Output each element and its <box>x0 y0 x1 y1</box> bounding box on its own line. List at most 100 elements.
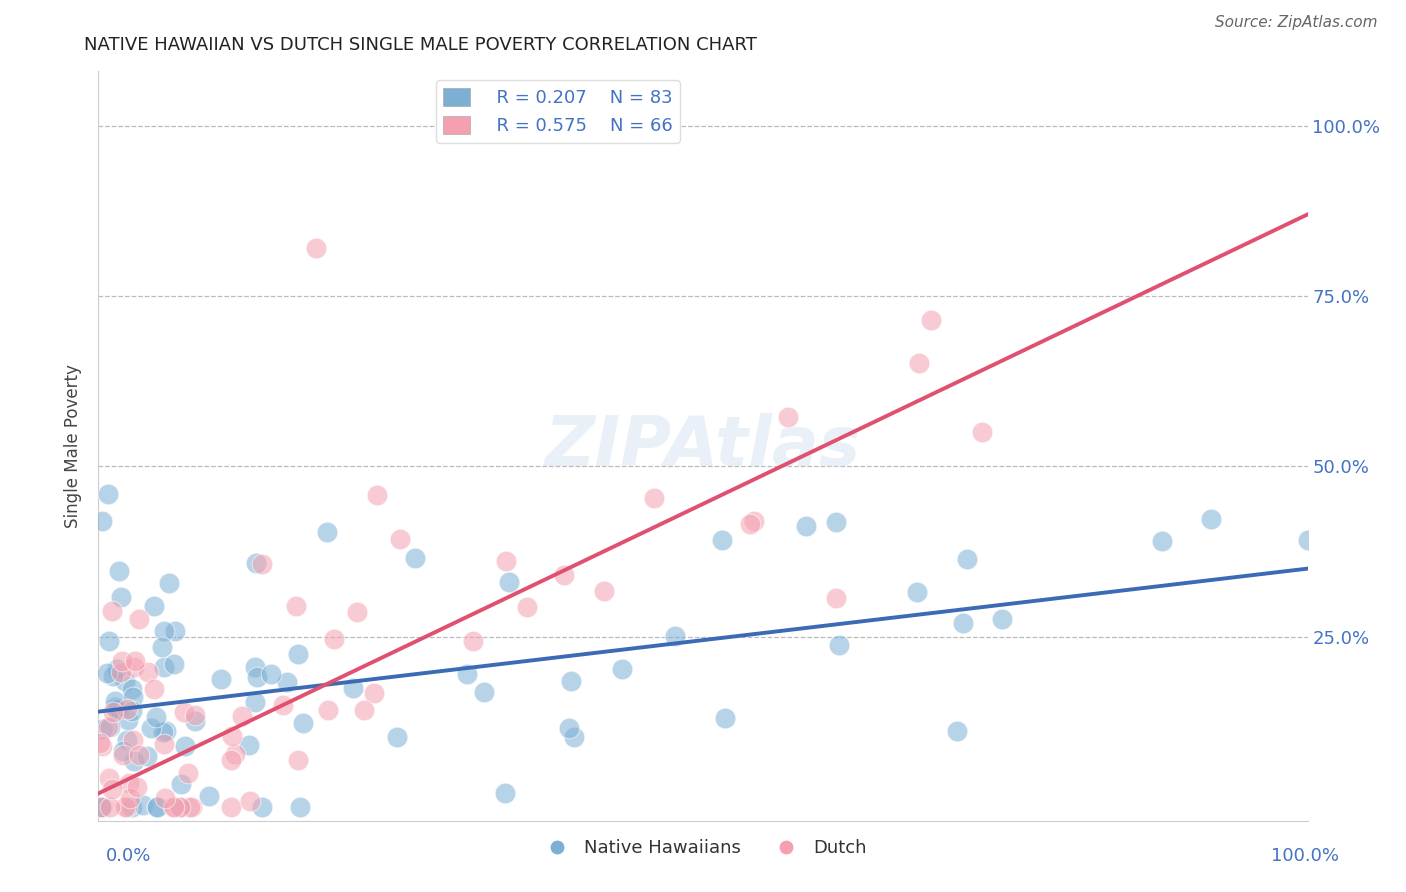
Native Hawaiians <box>150 640 173 654</box>
Native Hawaiians <box>245 695 267 709</box>
Native Hawaiians <box>110 590 132 604</box>
Native Hawaiians <box>956 551 979 566</box>
Dutch <box>271 698 294 713</box>
Dutch <box>101 604 124 618</box>
Native Hawaiians <box>155 724 177 739</box>
Dutch <box>972 425 994 439</box>
Native Hawaiians <box>404 551 426 566</box>
Text: NATIVE HAWAIIAN VS DUTCH SINGLE MALE POVERTY CORRELATION CHART: NATIVE HAWAIIAN VS DUTCH SINGLE MALE POV… <box>84 36 758 54</box>
Native Hawaiians <box>610 662 633 676</box>
Native Hawaiians <box>169 800 191 814</box>
Dutch <box>516 600 538 615</box>
Dutch <box>318 702 340 716</box>
Native Hawaiians <box>794 518 817 533</box>
Native Hawaiians <box>184 714 207 729</box>
Text: 100.0%: 100.0% <box>1271 847 1339 864</box>
Dutch <box>89 736 111 750</box>
Dutch <box>115 702 138 716</box>
Native Hawaiians <box>152 660 174 674</box>
Native Hawaiians <box>165 624 187 639</box>
Native Hawaiians <box>91 800 114 814</box>
Native Hawaiians <box>342 681 364 696</box>
Dutch <box>250 557 273 571</box>
Native Hawaiians <box>153 624 176 638</box>
Native Hawaiians <box>385 730 408 744</box>
Text: ZIPAtlas: ZIPAtlas <box>546 412 860 480</box>
Native Hawaiians <box>98 634 121 648</box>
Dutch <box>111 654 134 668</box>
Native Hawaiians <box>117 713 139 727</box>
Native Hawaiians <box>104 694 127 708</box>
Native Hawaiians <box>136 749 159 764</box>
Native Hawaiians <box>115 733 138 747</box>
Native Hawaiians <box>108 564 131 578</box>
Dutch <box>98 800 121 814</box>
Dutch <box>125 780 148 794</box>
Native Hawaiians <box>952 615 974 630</box>
Legend: Native Hawaiians, Dutch: Native Hawaiians, Dutch <box>531 831 875 864</box>
Native Hawaiians <box>276 675 298 690</box>
Dutch <box>219 800 242 814</box>
Dutch <box>169 800 191 814</box>
Y-axis label: Single Male Poverty: Single Male Poverty <box>65 364 83 528</box>
Native Hawaiians <box>246 670 269 684</box>
Native Hawaiians <box>494 786 516 800</box>
Dutch <box>122 732 145 747</box>
Native Hawaiians <box>142 599 165 613</box>
Native Hawaiians <box>91 722 114 736</box>
Dutch <box>97 720 120 734</box>
Dutch <box>776 410 799 425</box>
Native Hawaiians <box>245 556 267 570</box>
Dutch <box>181 800 204 814</box>
Native Hawaiians <box>472 685 495 699</box>
Dutch <box>124 654 146 668</box>
Native Hawaiians <box>146 800 169 814</box>
Dutch <box>155 791 177 805</box>
Dutch <box>287 753 309 767</box>
Text: 0.0%: 0.0% <box>105 847 150 864</box>
Dutch <box>179 800 201 814</box>
Native Hawaiians <box>163 657 186 671</box>
Native Hawaiians <box>498 574 520 589</box>
Dutch <box>152 737 174 751</box>
Native Hawaiians <box>315 524 337 539</box>
Native Hawaiians <box>260 667 283 681</box>
Native Hawaiians <box>91 514 114 528</box>
Native Hawaiians <box>101 668 124 682</box>
Dutch <box>219 753 242 767</box>
Dutch <box>101 705 124 719</box>
Native Hawaiians <box>122 754 145 768</box>
Dutch <box>110 665 132 680</box>
Native Hawaiians <box>1296 533 1319 548</box>
Dutch <box>353 702 375 716</box>
Dutch <box>173 706 195 720</box>
Native Hawaiians <box>238 738 260 752</box>
Native Hawaiians <box>288 800 311 814</box>
Dutch <box>117 775 139 789</box>
Native Hawaiians <box>209 672 232 686</box>
Native Hawaiians <box>907 585 929 599</box>
Native Hawaiians <box>946 724 969 739</box>
Dutch <box>115 800 138 814</box>
Dutch <box>101 782 124 797</box>
Native Hawaiians <box>558 721 581 735</box>
Dutch <box>305 242 328 256</box>
Dutch <box>239 794 262 808</box>
Native Hawaiians <box>174 739 197 754</box>
Dutch <box>90 739 112 753</box>
Native Hawaiians <box>170 777 193 791</box>
Native Hawaiians <box>122 690 145 704</box>
Native Hawaiians <box>1152 534 1174 549</box>
Native Hawaiians <box>132 798 155 813</box>
Native Hawaiians <box>141 721 163 735</box>
Dutch <box>118 791 141 805</box>
Dutch <box>388 532 411 546</box>
Native Hawaiians <box>157 576 180 591</box>
Dutch <box>495 554 517 568</box>
Dutch <box>593 583 616 598</box>
Dutch <box>114 800 136 814</box>
Dutch <box>122 659 145 673</box>
Dutch <box>90 800 112 814</box>
Dutch <box>825 591 848 605</box>
Text: Source: ZipAtlas.com: Source: ZipAtlas.com <box>1215 15 1378 29</box>
